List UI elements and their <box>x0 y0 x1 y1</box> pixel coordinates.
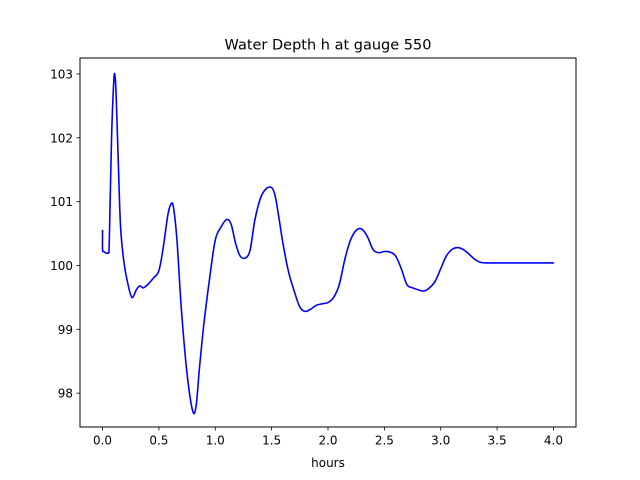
y-tick-label: 99 <box>58 323 73 337</box>
y-tick-label: 103 <box>50 67 73 81</box>
y-tick-label: 100 <box>50 259 73 273</box>
x-tick-label: 1.5 <box>262 434 281 448</box>
y-tick-label: 102 <box>50 131 73 145</box>
y-tick-label: 98 <box>58 387 73 401</box>
y-axis: 98 99 100 101 102 103 <box>50 67 80 401</box>
x-tick-label: 1.0 <box>206 434 225 448</box>
x-tick-label: 2.0 <box>318 434 337 448</box>
x-axis: 0.0 0.5 1.0 1.5 2.0 2.5 3.0 3.5 4.0 <box>93 427 563 448</box>
chart-title: Water Depth h at gauge 550 <box>225 38 432 54</box>
x-axis-label: hours <box>311 456 345 470</box>
series-line <box>101 72 555 415</box>
x-tick-label: 0.0 <box>93 434 112 448</box>
x-tick-label: 3.0 <box>431 434 450 448</box>
plot-area <box>79 57 577 428</box>
x-tick-label: 0.5 <box>149 434 168 448</box>
data-layer <box>101 72 555 415</box>
x-tick-label: 3.5 <box>488 434 507 448</box>
y-tick-label: 101 <box>50 195 73 209</box>
x-tick-label: 2.5 <box>375 434 394 448</box>
x-tick-label: 4.0 <box>544 434 563 448</box>
axes-frame <box>79 57 577 428</box>
